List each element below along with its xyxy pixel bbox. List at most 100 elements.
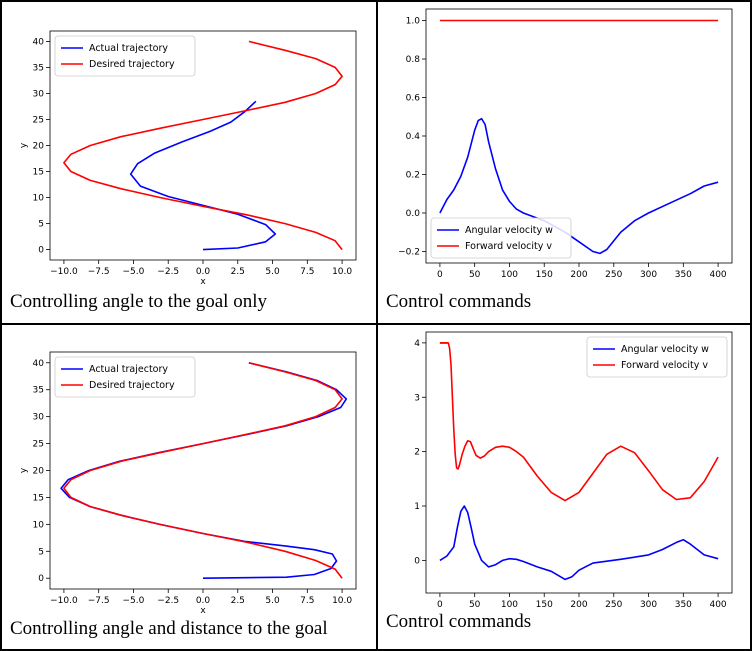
plot-lines — [60, 362, 348, 579]
control-plot-1: 0 50 100 150 200 250 300 350 400 −0.2 0.0 0.2 0.4 0.6… — [398, 8, 733, 280]
legend-label: Angular velocity w — [465, 225, 553, 236]
legend: Angular velocity w Forward velocity v — [586, 336, 728, 378]
x-tick-label: −5.0 — [123, 596, 145, 606]
y-tick-label: 0.6 — [406, 94, 421, 104]
trajectory-plot-2: −10.0 −7.5 −5.0 −2.5 0.0 2.5 5.0 7.5 10.0 0 5 10 15 2… — [19, 351, 357, 615]
legend: Actual trajectory Desired trajectory — [54, 356, 196, 398]
x-tick-label: 350 — [675, 600, 692, 610]
legend-label: Actual trajectory — [89, 43, 168, 54]
panel-control-commands-2: 0 50 100 150 200 250 300 350 400 0 1 2 3 4 Angular vel… — [376, 323, 752, 651]
x-tick-label: 300 — [640, 600, 657, 610]
legend: Actual trajectory Desired trajectory — [54, 35, 196, 77]
y-tick-label: 25 — [33, 115, 44, 125]
y-tick-label: 0.4 — [406, 132, 421, 142]
caption-1: Controlling angle to the goal only — [10, 291, 267, 312]
x-tick-label: −7.5 — [88, 267, 110, 277]
x-tick-label: −5.0 — [123, 267, 145, 277]
y-tick-label: 15 — [33, 168, 44, 178]
line-desired-trajectory-1 — [63, 362, 343, 579]
y-tick-label: 40 — [33, 359, 45, 369]
x-tick-label: 0.0 — [196, 596, 211, 606]
plot-lines — [439, 342, 719, 581]
plot-lines — [439, 19, 719, 255]
line-actual-trajectory-0 — [129, 100, 277, 251]
legend-label: Forward velocity v — [621, 360, 708, 371]
caption-3: Controlling angle and distance to the go… — [10, 618, 328, 639]
legend-label: Actual trajectory — [89, 364, 168, 375]
y-tick-label: 2 — [414, 448, 420, 458]
x-axis-label: x — [200, 277, 206, 287]
y-tick-label: 40 — [33, 37, 45, 47]
x-tick-label: 0.0 — [196, 267, 211, 277]
legend-label: Forward velocity v — [465, 241, 552, 252]
x-tick-label: 200 — [570, 270, 587, 280]
x-tick-label: 2.5 — [231, 596, 245, 606]
x-tick-label: 50 — [469, 270, 481, 280]
legend-box — [54, 356, 196, 398]
y-tick-label: 20 — [33, 142, 45, 152]
legend-label: Desired trajectory — [89, 380, 175, 391]
y-tick-label: 0.0 — [406, 209, 421, 219]
x-tick-label: 0 — [437, 600, 443, 610]
y-tick-label: 0.2 — [406, 170, 420, 180]
y-tick-label: 10 — [33, 194, 45, 204]
y-tick-label: 10 — [33, 520, 45, 530]
x-tick-label: 300 — [640, 270, 657, 280]
x-tick-label: −2.5 — [157, 596, 179, 606]
y-tick-label: 35 — [33, 386, 44, 396]
x-tick-label: 2.5 — [231, 267, 245, 277]
y-tick-label: 0 — [38, 246, 44, 256]
y-axis-label: y — [19, 467, 29, 473]
x-tick-label: 200 — [570, 600, 587, 610]
line-angular-velocity-w-0 — [439, 505, 719, 581]
x-tick-label: −2.5 — [157, 267, 179, 277]
y-tick-label: 5 — [38, 220, 44, 230]
legend-box — [54, 35, 196, 77]
line-angular-velocity-w-0 — [439, 117, 719, 255]
legend-box — [430, 217, 572, 259]
trajectory-plot-1: −10.0 −7.5 −5.0 −2.5 0.0 2.5 5.0 7.5 10.0 0 5 10 15 2… — [19, 30, 357, 287]
legend: Angular velocity w Forward velocity v — [430, 217, 572, 259]
x-tick-label: −10.0 — [50, 596, 78, 606]
y-tick-label: −0.2 — [398, 247, 420, 257]
y-tick-label: 1 — [414, 502, 420, 512]
y-tick-label: 15 — [33, 493, 44, 503]
panel-trajectory-angle-only: −10.0 −7.5 −5.0 −2.5 0.0 2.5 5.0 7.5 10.0 0 5 10 15 2… — [0, 0, 378, 325]
x-tick-label: 400 — [709, 600, 726, 610]
x-tick-label: 250 — [605, 600, 622, 610]
y-tick-label: 35 — [33, 63, 44, 73]
y-tick-label: 20 — [33, 467, 45, 477]
x-tick-label: 7.5 — [300, 267, 314, 277]
x-tick-label: 150 — [536, 270, 553, 280]
y-tick-label: 25 — [33, 440, 44, 450]
panel-trajectory-angle-distance: −10.0 −7.5 −5.0 −2.5 0.0 2.5 5.0 7.5 10.0 0 5 10 15 2… — [0, 323, 378, 651]
y-tick-label: 3 — [414, 393, 420, 403]
plot-lines — [63, 40, 343, 251]
legend-box — [586, 336, 728, 378]
x-tick-label: 400 — [709, 270, 726, 280]
x-tick-label: 250 — [605, 270, 622, 280]
x-tick-label: 100 — [501, 270, 518, 280]
x-tick-label: 5.0 — [265, 596, 280, 606]
y-axis-label: y — [19, 142, 29, 148]
y-tick-label: 30 — [33, 413, 45, 423]
x-tick-label: −10.0 — [50, 267, 78, 277]
panel-control-commands-1: 0 50 100 150 200 250 300 350 400 −0.2 0.0 0.2 0.4 0.6… — [376, 0, 752, 325]
x-tick-label: 50 — [469, 600, 481, 610]
y-tick-label: 30 — [33, 89, 45, 99]
line-actual-trajectory-0 — [60, 362, 348, 579]
y-tick-label: 1.0 — [406, 17, 421, 27]
x-tick-label: 150 — [536, 600, 553, 610]
x-tick-label: 7.5 — [300, 596, 314, 606]
control-plot-2: 0 50 100 150 200 250 300 350 400 0 1 2 3 4 Angular vel… — [414, 331, 733, 610]
y-tick-label: 0.8 — [406, 55, 421, 65]
x-tick-label: 5.0 — [265, 267, 280, 277]
x-axis-label: x — [200, 606, 206, 615]
y-tick-label: 0 — [38, 574, 44, 584]
x-tick-label: −7.5 — [88, 596, 110, 606]
x-tick-label: 10.0 — [332, 267, 352, 277]
y-tick-label: 5 — [38, 547, 44, 557]
y-tick-label: 4 — [414, 339, 420, 349]
line-desired-trajectory-1 — [63, 40, 343, 251]
